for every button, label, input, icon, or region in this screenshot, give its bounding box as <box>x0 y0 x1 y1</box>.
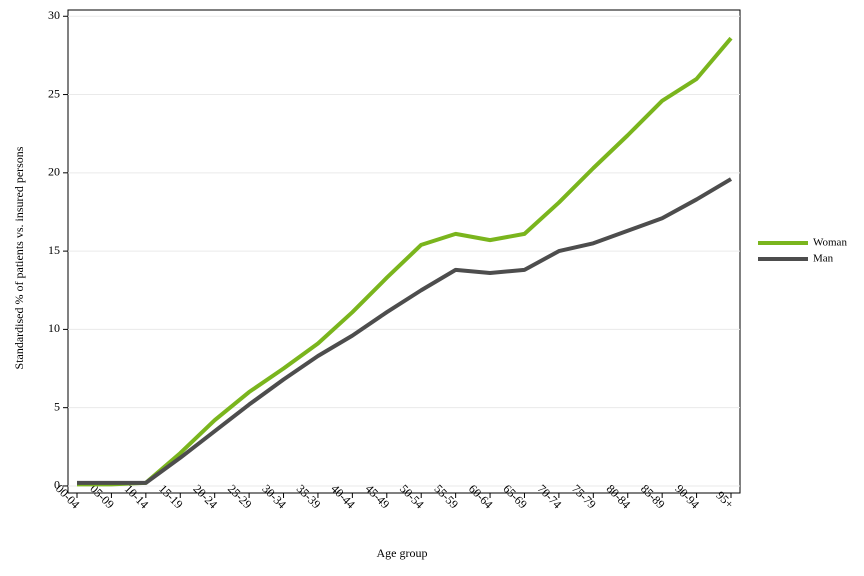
series-line <box>77 36 733 487</box>
x-tick-label: 95+ <box>713 488 736 511</box>
x-axis-label: Age group <box>377 546 428 560</box>
legend-label: Man <box>813 253 834 265</box>
y-tick-label: 20 <box>48 165 60 179</box>
y-tick-label: 10 <box>48 321 60 335</box>
legend-label: Woman <box>813 237 847 249</box>
series-line <box>77 177 733 485</box>
y-axis-label: Standardised % of patients vs. insured p… <box>12 146 26 369</box>
y-tick-label: 0 <box>54 478 60 492</box>
y-tick-label: 30 <box>48 8 60 22</box>
y-tick-label: 15 <box>48 243 60 257</box>
y-tick-label: 25 <box>48 86 60 100</box>
y-tick-label: 5 <box>54 399 60 413</box>
